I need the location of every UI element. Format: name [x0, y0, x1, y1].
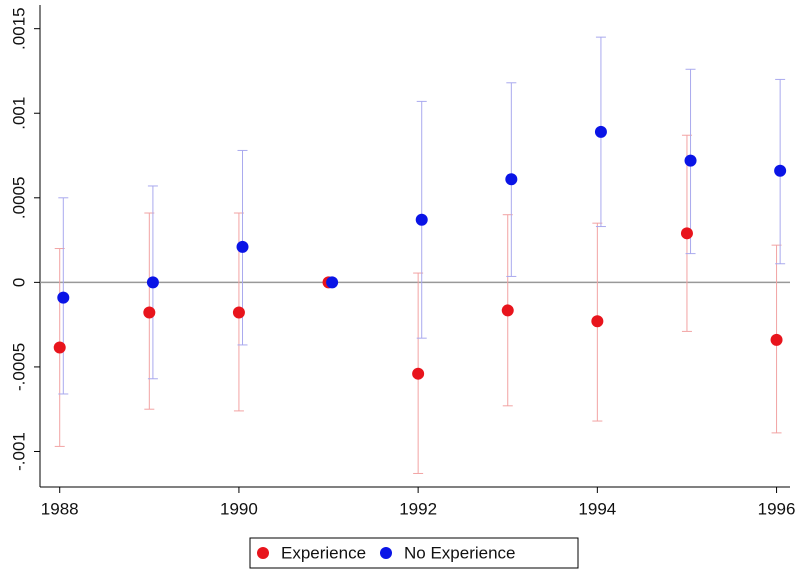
x-tick-label: 1994	[578, 499, 616, 518]
legend-marker	[257, 547, 269, 559]
x-tick-label: 1988	[41, 499, 79, 518]
point	[591, 315, 604, 328]
point	[143, 306, 156, 319]
y-tick-label: .0005	[9, 177, 28, 220]
point	[594, 125, 607, 138]
y-tick-label: .001	[9, 97, 28, 130]
legend-label: No Experience	[404, 543, 516, 562]
point	[146, 276, 159, 289]
point	[232, 306, 245, 319]
y-tick-label: 0	[9, 278, 28, 287]
point	[770, 333, 783, 346]
legend-label: Experience	[281, 543, 366, 562]
x-tick-label: 1996	[758, 499, 796, 518]
point	[684, 154, 697, 167]
x-tick-label: 1990	[220, 499, 258, 518]
legend-marker	[380, 547, 392, 559]
point	[326, 276, 339, 289]
point	[680, 227, 693, 240]
point	[501, 304, 514, 317]
point	[415, 213, 428, 226]
point	[774, 164, 787, 177]
y-tick-label: .0015	[9, 7, 28, 50]
point	[412, 367, 425, 380]
point	[236, 240, 249, 253]
x-tick-label: 1992	[399, 499, 437, 518]
point	[53, 341, 66, 354]
legend-box	[249, 537, 579, 569]
y-tick-label: -.001	[9, 432, 28, 471]
point	[57, 291, 70, 304]
point	[505, 173, 518, 186]
y-tick-label: -.0005	[9, 343, 28, 391]
